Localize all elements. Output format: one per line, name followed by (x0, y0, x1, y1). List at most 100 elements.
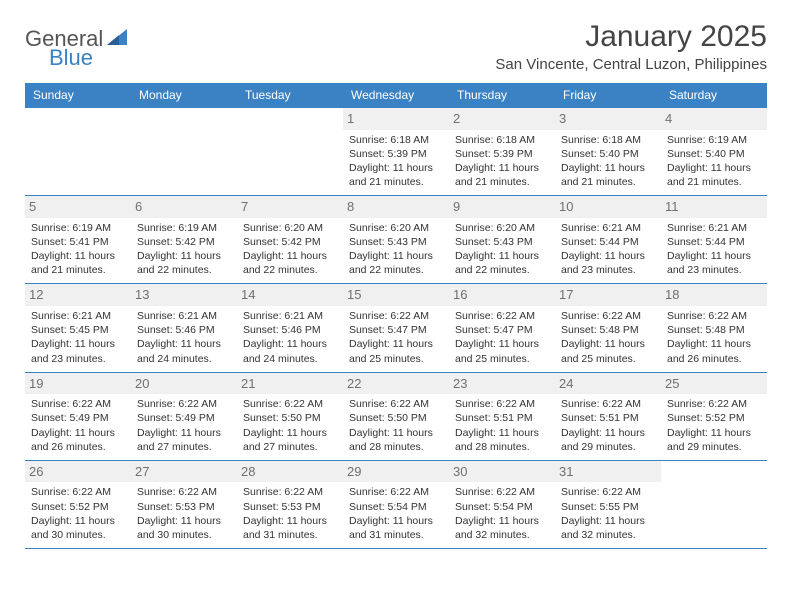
daylight-text: Daylight: 11 hours and 26 minutes. (667, 337, 761, 365)
daylight-text: Daylight: 11 hours and 21 minutes. (667, 161, 761, 189)
day-number: 26 (25, 461, 131, 483)
daylight-text: Daylight: 11 hours and 21 minutes. (561, 161, 655, 189)
calendar-day-cell: 22Sunrise: 6:22 AMSunset: 5:50 PMDayligh… (343, 373, 449, 460)
daylight-text: Daylight: 11 hours and 23 minutes. (31, 337, 125, 365)
calendar-day-cell: . (237, 108, 343, 195)
sunrise-text: Sunrise: 6:22 AM (137, 485, 231, 499)
sunset-text: Sunset: 5:53 PM (243, 500, 337, 514)
weekday-tuesday: Tuesday (237, 83, 343, 107)
sunset-text: Sunset: 5:53 PM (137, 500, 231, 514)
sunset-text: Sunset: 5:42 PM (137, 235, 231, 249)
sunrise-text: Sunrise: 6:21 AM (137, 309, 231, 323)
calendar-week-row: 12Sunrise: 6:21 AMSunset: 5:45 PMDayligh… (25, 284, 767, 372)
sunset-text: Sunset: 5:48 PM (561, 323, 655, 337)
day-number: 20 (131, 373, 237, 395)
sunset-text: Sunset: 5:42 PM (243, 235, 337, 249)
sunrise-text: Sunrise: 6:18 AM (349, 133, 443, 147)
day-number: 9 (449, 196, 555, 218)
weekday-wednesday: Wednesday (343, 83, 449, 107)
calendar-day-cell: 10Sunrise: 6:21 AMSunset: 5:44 PMDayligh… (555, 196, 661, 283)
title-block: January 2025 San Vincente, Central Luzon… (495, 20, 767, 73)
calendar-day-cell: . (25, 108, 131, 195)
sunrise-text: Sunrise: 6:22 AM (349, 485, 443, 499)
sunrise-text: Sunrise: 6:22 AM (243, 397, 337, 411)
daylight-text: Daylight: 11 hours and 22 minutes. (137, 249, 231, 277)
day-number: 8 (343, 196, 449, 218)
sunrise-text: Sunrise: 6:21 AM (243, 309, 337, 323)
sunset-text: Sunset: 5:46 PM (137, 323, 231, 337)
sunrise-text: Sunrise: 6:21 AM (31, 309, 125, 323)
daylight-text: Daylight: 11 hours and 23 minutes. (667, 249, 761, 277)
calendar-day-cell: 4Sunrise: 6:19 AMSunset: 5:40 PMDaylight… (661, 108, 767, 195)
sunset-text: Sunset: 5:47 PM (349, 323, 443, 337)
daylight-text: Daylight: 11 hours and 22 minutes. (349, 249, 443, 277)
day-number: 15 (343, 284, 449, 306)
sunset-text: Sunset: 5:54 PM (349, 500, 443, 514)
sunset-text: Sunset: 5:48 PM (667, 323, 761, 337)
calendar-day-cell: 5Sunrise: 6:19 AMSunset: 5:41 PMDaylight… (25, 196, 131, 283)
daylight-text: Daylight: 11 hours and 27 minutes. (243, 426, 337, 454)
daylight-text: Daylight: 11 hours and 24 minutes. (137, 337, 231, 365)
day-number: 31 (555, 461, 661, 483)
sunset-text: Sunset: 5:44 PM (561, 235, 655, 249)
sunset-text: Sunset: 5:55 PM (561, 500, 655, 514)
weekday-monday: Monday (131, 83, 237, 107)
daylight-text: Daylight: 11 hours and 25 minutes. (455, 337, 549, 365)
daylight-text: Daylight: 11 hours and 24 minutes. (243, 337, 337, 365)
weekday-sunday: Sunday (25, 83, 131, 107)
sunset-text: Sunset: 5:41 PM (31, 235, 125, 249)
calendar-page: General Blue January 2025 San Vincente, … (0, 0, 792, 569)
weekday-header-row: Sunday Monday Tuesday Wednesday Thursday… (25, 83, 767, 107)
calendar-day-cell: 28Sunrise: 6:22 AMSunset: 5:53 PMDayligh… (237, 461, 343, 548)
sunrise-text: Sunrise: 6:22 AM (455, 309, 549, 323)
sunset-text: Sunset: 5:45 PM (31, 323, 125, 337)
calendar-day-cell: 24Sunrise: 6:22 AMSunset: 5:51 PMDayligh… (555, 373, 661, 460)
sunrise-text: Sunrise: 6:22 AM (137, 397, 231, 411)
day-number: 13 (131, 284, 237, 306)
calendar-day-cell: 30Sunrise: 6:22 AMSunset: 5:54 PMDayligh… (449, 461, 555, 548)
day-number: 29 (343, 461, 449, 483)
calendar-day-cell: 19Sunrise: 6:22 AMSunset: 5:49 PMDayligh… (25, 373, 131, 460)
daylight-text: Daylight: 11 hours and 23 minutes. (561, 249, 655, 277)
weekday-friday: Friday (555, 83, 661, 107)
daylight-text: Daylight: 11 hours and 31 minutes. (243, 514, 337, 542)
sunset-text: Sunset: 5:49 PM (31, 411, 125, 425)
sunrise-text: Sunrise: 6:22 AM (31, 397, 125, 411)
sunrise-text: Sunrise: 6:19 AM (667, 133, 761, 147)
day-number: 19 (25, 373, 131, 395)
sunset-text: Sunset: 5:46 PM (243, 323, 337, 337)
calendar-day-cell: . (131, 108, 237, 195)
calendar-day-cell: 23Sunrise: 6:22 AMSunset: 5:51 PMDayligh… (449, 373, 555, 460)
brand-triangle-icon (107, 29, 127, 50)
calendar-day-cell: 14Sunrise: 6:21 AMSunset: 5:46 PMDayligh… (237, 284, 343, 371)
day-number: 3 (555, 108, 661, 130)
day-number: 4 (661, 108, 767, 130)
month-title: January 2025 (495, 20, 767, 54)
calendar-day-cell: 16Sunrise: 6:22 AMSunset: 5:47 PMDayligh… (449, 284, 555, 371)
day-number: 7 (237, 196, 343, 218)
sunrise-text: Sunrise: 6:22 AM (243, 485, 337, 499)
day-number: 10 (555, 196, 661, 218)
daylight-text: Daylight: 11 hours and 25 minutes. (349, 337, 443, 365)
calendar-day-cell: 3Sunrise: 6:18 AMSunset: 5:40 PMDaylight… (555, 108, 661, 195)
sunrise-text: Sunrise: 6:22 AM (667, 397, 761, 411)
calendar-day-cell: 18Sunrise: 6:22 AMSunset: 5:48 PMDayligh… (661, 284, 767, 371)
calendar-day-cell: . (661, 461, 767, 548)
sunrise-text: Sunrise: 6:19 AM (31, 221, 125, 235)
daylight-text: Daylight: 11 hours and 27 minutes. (137, 426, 231, 454)
sunset-text: Sunset: 5:39 PM (455, 147, 549, 161)
daylight-text: Daylight: 11 hours and 25 minutes. (561, 337, 655, 365)
calendar-day-cell: 15Sunrise: 6:22 AMSunset: 5:47 PMDayligh… (343, 284, 449, 371)
calendar-day-cell: 27Sunrise: 6:22 AMSunset: 5:53 PMDayligh… (131, 461, 237, 548)
sunset-text: Sunset: 5:49 PM (137, 411, 231, 425)
weekday-saturday: Saturday (661, 83, 767, 107)
weekday-thursday: Thursday (449, 83, 555, 107)
page-header: General Blue January 2025 San Vincente, … (25, 20, 767, 73)
sunset-text: Sunset: 5:47 PM (455, 323, 549, 337)
sunset-text: Sunset: 5:50 PM (243, 411, 337, 425)
brand-word2: Blue (49, 45, 93, 71)
sunset-text: Sunset: 5:52 PM (667, 411, 761, 425)
sunset-text: Sunset: 5:40 PM (561, 147, 655, 161)
sunset-text: Sunset: 5:39 PM (349, 147, 443, 161)
sunset-text: Sunset: 5:50 PM (349, 411, 443, 425)
